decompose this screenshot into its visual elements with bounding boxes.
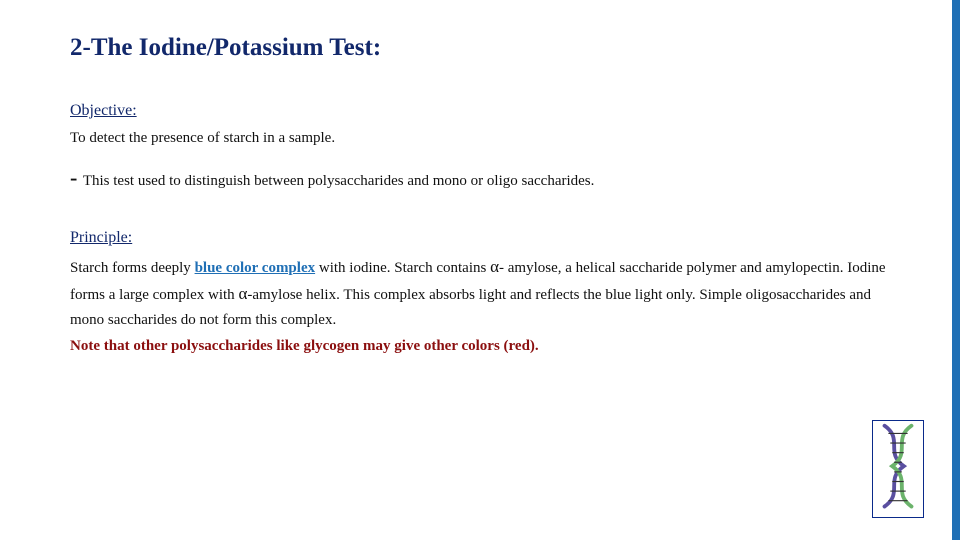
- distinguish-body: This test used to distinguish between po…: [83, 173, 595, 189]
- distinguish-line: - This test used to distinguish between …: [70, 160, 890, 195]
- objective-body: To detect the presence of starch in a sa…: [70, 126, 890, 150]
- helix-diagram: [872, 420, 924, 518]
- alpha-glyph-1: α: [490, 257, 499, 276]
- dash-icon: -: [70, 165, 83, 190]
- principle-heading: Principle:: [70, 229, 890, 247]
- objective-heading: Objective:: [70, 102, 890, 120]
- principle-pre: Starch forms deeply: [70, 260, 195, 276]
- blue-color-complex-phrase: blue color complex: [195, 260, 316, 276]
- principle-post1: with iodine. Starch contains: [315, 260, 490, 276]
- helix-icon: [873, 421, 923, 517]
- slide-title: 2-The Iodine/Potassium Test:: [70, 34, 890, 62]
- note-line: Note that other polysaccharides like gly…: [70, 338, 890, 355]
- principle-body: Starch forms deeply blue color complex w…: [70, 253, 890, 331]
- slide-content: 2-The Iodine/Potassium Test: Objective: …: [0, 0, 960, 355]
- slide-right-border: [952, 0, 960, 540]
